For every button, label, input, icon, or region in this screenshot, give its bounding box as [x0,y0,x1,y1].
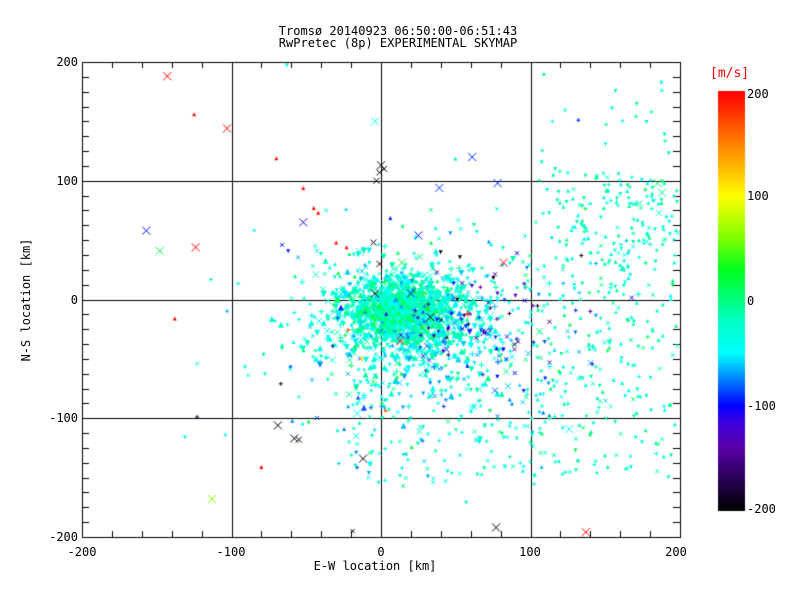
colorbar-tick-label-3: -100 [747,399,776,413]
y-tick-label-3: -100 [49,411,78,425]
x-tick-label-3: 100 [519,545,541,559]
plot-title: Tromsø 20140923 06:50:00-06:51:43 [278,24,518,38]
colorbar-tick-label-1: 100 [747,189,769,203]
plot-subtitle: RwPretec (8p) EXPERIMENTAL SKYMAP [278,36,518,50]
x-axis-label: E-W location [km] [313,559,437,573]
y-tick-label-0: 200 [56,55,78,69]
colorbar-tick-label-4: -200 [747,502,776,516]
y-axis-label: N-S location [km] [19,238,33,362]
x-tick-label-0: -200 [67,545,97,559]
colorbar-unit-label: [m/s] [710,66,750,81]
colorbar-tick-label-2: 0 [747,294,755,308]
y-tick-label-1: 100 [56,174,78,188]
colorbar-tick-label-0: 200 [747,87,769,101]
y-tick-label-4: -200 [49,530,78,544]
x-tick-label-1: -100 [216,545,246,559]
x-tick-label-4: 200 [665,545,687,559]
y-tick-label-2: 0 [70,293,78,307]
x-tick-label-2: 0 [377,545,385,559]
